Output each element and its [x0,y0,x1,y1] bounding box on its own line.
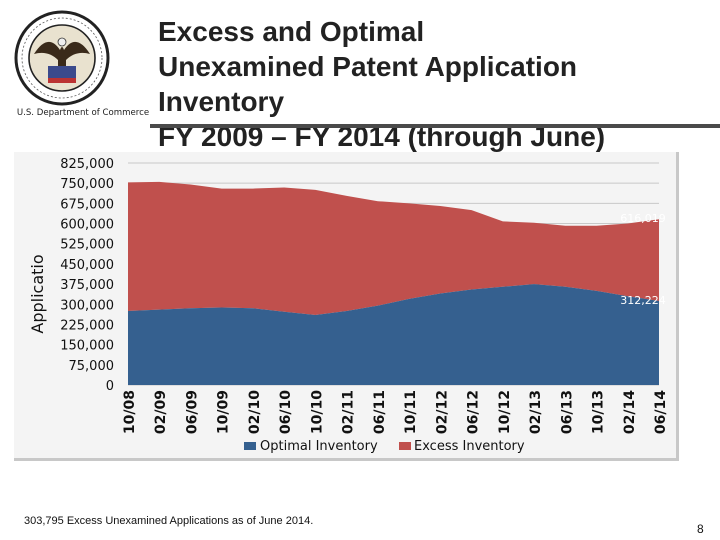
page-title: Excess and Optimal Unexamined Patent App… [158,14,688,154]
y-tick-label: 75,000 [69,359,115,374]
legend-swatch-optimal [244,442,256,450]
x-tick-label: 02/10 [247,390,263,434]
data-label-excess-inventory: 616,019 [620,212,666,225]
y-axis-title: Applicatio [28,254,47,333]
x-tick-label: 02/11 [341,390,357,434]
x-tick-label: 10/10 [309,390,325,434]
title-divider [150,124,720,128]
chart-panel: 0 75,000 150,000 225,000 300,000 375,000 450,0… [14,152,679,461]
y-tick-label: 450,000 [60,258,114,273]
y-tick-label: 375,000 [60,278,114,293]
x-tick-label: 02/09 [153,390,169,434]
x-tick-label: 06/10 [278,390,294,434]
footnote: 303,795 Excess Unexamined Applications a… [24,515,314,527]
x-tick-label: 10/12 [497,390,513,434]
legend-label-excess: Excess Inventory [414,439,525,454]
department-label: U.S. Department of Commerce [16,108,150,118]
x-tick-label: 06/09 [184,390,200,434]
x-tick-label: 10/13 [591,390,607,434]
x-tick-label: 06/14 [653,390,669,434]
title-line-2: Unexamined Patent Application [158,51,578,82]
uspto-seal-icon [14,10,110,106]
y-tick-label: 750,000 [60,177,114,192]
x-tick-label: 02/12 [434,390,450,434]
title-line-3: Inventory [158,86,285,117]
data-label-optimal-inventory: 312,224 [620,294,666,307]
inventory-area-chart: 0 75,000 150,000 225,000 300,000 375,000 450,0… [28,157,669,454]
x-tick-label: 10/09 [216,390,232,434]
y-tick-label: 300,000 [60,298,114,313]
x-tick-label: 02/14 [622,390,638,434]
y-tick-label: 0 [106,379,114,394]
x-tick-label: 10/08 [122,390,138,434]
y-tick-label: 150,000 [60,339,114,354]
legend-swatch-excess [399,442,411,450]
legend-label-optimal: Optimal Inventory [260,439,378,454]
x-tick-label: 06/11 [372,390,388,434]
x-tick-label: 06/12 [466,390,482,434]
series-area-excess-inventory [128,181,659,316]
x-tick-label: 02/13 [528,390,544,434]
y-tick-label: 600,000 [60,218,114,233]
y-tick-label: 225,000 [60,318,114,333]
x-tick-label: 10/11 [403,390,419,434]
y-tick-label: 675,000 [60,197,114,212]
series-area-optimal-inventory [128,284,659,385]
y-tick-label: 525,000 [60,238,114,253]
x-tick-label: 06/13 [559,390,575,434]
page-number: 8 [697,522,704,536]
uspto-seal: U.S. Department of Commerce [8,8,150,120]
title-line-1: Excess and Optimal [158,16,425,47]
y-tick-label: 825,000 [60,157,114,172]
